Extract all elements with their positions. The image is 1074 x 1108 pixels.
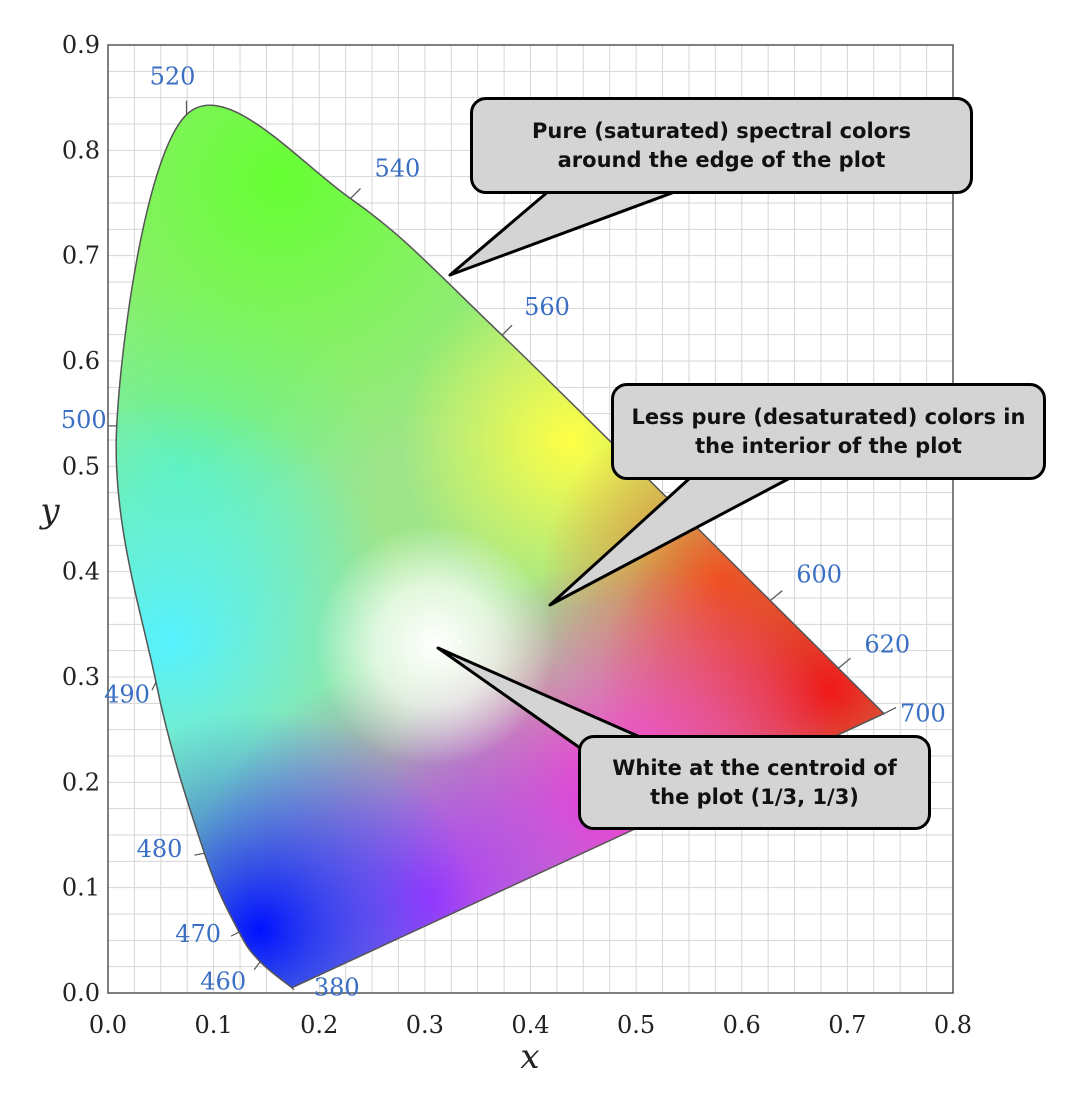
x-tick-label: 0.7	[828, 1011, 866, 1039]
x-tick-label: 0.6	[723, 1011, 761, 1039]
y-tick-label: 0.0	[62, 979, 100, 1007]
x-axis-title: x	[520, 1037, 539, 1077]
wavelength-label: 560	[524, 293, 570, 321]
plot-frame	[107, 44, 954, 994]
wavelength-label: 700	[900, 700, 946, 728]
y-tick-label: 0.3	[62, 663, 100, 691]
wavelength-label: 460	[200, 968, 246, 996]
axis-ticks: 0.0 0.1 0.2 0.3 0.4 0.5 0.6 0.7 0.8 0.0 0.1 0.2 0.3 0…	[62, 31, 972, 1039]
white-centroid-callout: White at the centroid of the plot (1/3, …	[578, 735, 931, 830]
white-point-marker	[458, 640, 462, 644]
wavelength-tick	[194, 852, 205, 856]
x-tick-label: 0.4	[511, 1011, 549, 1039]
edge-callout: Pure (saturated) spectral colors around …	[470, 97, 973, 194]
wavelength-tick	[253, 961, 261, 971]
wavelength-label: 600	[796, 561, 842, 589]
wavelength-tick	[151, 681, 157, 691]
wavelength-label: 520	[150, 63, 196, 91]
y-axis-title: y	[38, 491, 60, 531]
y-tick-label: 0.6	[62, 347, 100, 375]
wavelength-tick	[769, 590, 783, 602]
wavelength-label: 380	[314, 974, 360, 1002]
wavelength-tick	[838, 657, 851, 669]
wavelength-tick	[350, 188, 361, 199]
wavelength-label: 500	[61, 406, 107, 434]
interior-callout: Less pure (desaturated) colors in the in…	[611, 383, 1046, 480]
y-tick-label: 0.9	[62, 31, 100, 59]
y-tick-label: 0.8	[62, 136, 100, 164]
x-tick-label: 0.1	[195, 1011, 233, 1039]
wavelength-label: 480	[137, 835, 183, 863]
spectral-locus-outline	[115, 104, 886, 989]
wavelength-tick	[291, 987, 295, 991]
wavelength-tick	[230, 931, 240, 937]
x-tick-label: 0.8	[934, 1011, 972, 1039]
wavelength-labels: 380 460 470 480 490 500 520 540 560 600 620 700	[61, 63, 946, 1002]
x-tick-label: 0.5	[617, 1011, 655, 1039]
wavelength-tick	[501, 324, 513, 336]
x-tick-label: 0.2	[300, 1011, 338, 1039]
y-tick-label: 0.4	[62, 558, 100, 586]
x-tick-label: 0.3	[406, 1011, 444, 1039]
y-tick-label: 0.7	[62, 242, 100, 270]
y-tick-label: 0.2	[62, 768, 100, 796]
wavelength-label: 490	[104, 680, 150, 708]
wavelength-label: 540	[375, 154, 421, 182]
x-tick-label: 0.0	[89, 1011, 127, 1039]
wavelength-label: 620	[864, 630, 910, 658]
wavelength-label: 470	[175, 920, 221, 948]
callout-pointers	[436, 188, 792, 764]
y-tick-label: 0.1	[62, 874, 100, 902]
wavelength-tick	[883, 707, 897, 715]
y-tick-label: 0.5	[62, 452, 100, 480]
